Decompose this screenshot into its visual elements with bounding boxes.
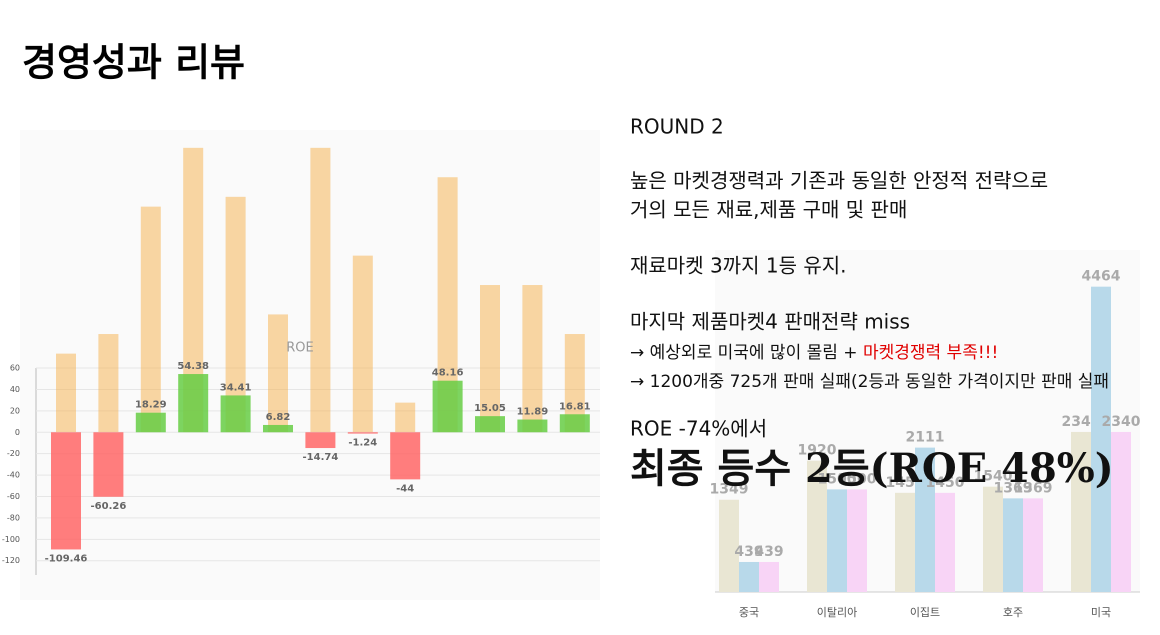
bar [1003, 498, 1023, 592]
background-bar [437, 177, 458, 433]
bar [895, 492, 915, 592]
text-line: → 예상외로 미국에 많이 몰림 + 마켓경쟁력 부족!!! [630, 343, 998, 363]
bar [759, 561, 779, 592]
value-label: 34.41 [220, 382, 252, 393]
value-label: 11.89 [517, 407, 549, 418]
value-label: 2340 [1062, 414, 1101, 430]
value-label: -60.26 [91, 501, 127, 512]
value-label: 439 [754, 544, 783, 560]
background-bar [395, 402, 416, 433]
x-tick-label: 중국 [739, 606, 759, 619]
value-label: 1450 [926, 475, 965, 491]
value-label: 2340 [1102, 414, 1141, 430]
value-label: 1450 [886, 475, 925, 491]
roe-bar [517, 419, 548, 433]
y-tick-label: 40 [10, 385, 20, 394]
bar [1091, 286, 1111, 592]
y-tick-label: 60 [10, 364, 20, 373]
text-line: 거의 모든 재료,제품 구매 및 판매 [630, 198, 907, 222]
text-line: 높은 마켓경쟁력과 기존과 동일한 안정적 전략으로 [630, 169, 1048, 193]
value-label: -14.74 [303, 452, 339, 463]
roe-bar [178, 374, 209, 433]
text-line: ROE -74%에서 [630, 417, 767, 441]
value-label: 1540 [974, 469, 1013, 485]
y-tick-label: 0 [15, 428, 20, 437]
background-bar [140, 206, 161, 433]
value-label: 1349 [710, 482, 749, 498]
y-tick-label: 20 [10, 406, 20, 415]
bar [983, 486, 1003, 592]
value-label: 439 [734, 544, 763, 560]
text-line: 재료마켓 3까지 1등 유지. [630, 254, 846, 278]
background-bar [352, 255, 373, 433]
background-bar [225, 196, 246, 433]
final-rank: 최종 등수 2등(ROE 48%) [630, 445, 1114, 492]
background-bar [183, 147, 204, 433]
y-tick-label: -20 [7, 449, 20, 458]
value-label: 1500 [818, 471, 857, 487]
roe-bar [432, 380, 463, 433]
roe-bar [559, 414, 590, 433]
x-tick-label: 미국 [1091, 606, 1111, 619]
bar [847, 489, 867, 592]
value-label: 15.05 [474, 403, 506, 414]
bar [827, 489, 847, 592]
roe-bar [263, 424, 293, 433]
slide-title: 경영성과 리뷰 [22, 40, 245, 85]
value-label: 18.29 [135, 400, 167, 411]
background-bar [480, 285, 500, 433]
roe-bar [51, 432, 81, 550]
value-label: 1500 [838, 471, 877, 487]
y-tick-label: -100 [2, 535, 20, 544]
roe-bar [305, 432, 336, 449]
background-bar [564, 334, 585, 433]
background-bar [310, 147, 331, 433]
y-tick-label: -80 [7, 513, 20, 522]
text-part: → 예상외로 미국에 많이 몰림 + [630, 343, 863, 363]
roe-bar [347, 432, 378, 434]
value-label: -109.46 [45, 553, 88, 564]
roe-bar [93, 432, 124, 497]
value-label: 1920 [798, 443, 837, 459]
roe-bar [390, 432, 421, 480]
x-tick-label: 호주 [1003, 606, 1023, 619]
y-tick-label: -120 [2, 556, 20, 565]
round: ROUND 2 [630, 115, 724, 139]
value-label: -1.24 [348, 438, 377, 449]
background-bar [98, 334, 119, 433]
value-label: 54.38 [177, 361, 209, 372]
bar [739, 561, 759, 592]
bar [1071, 431, 1091, 592]
text-line: → 1200개중 725개 판매 실패(2등과 동일한 가격이지만 판매 실패 [630, 372, 1109, 392]
bar [915, 447, 935, 592]
x-tick-label: 이탈리아 [817, 606, 857, 619]
background-bar [268, 314, 288, 433]
value-label: 2111 [906, 430, 945, 446]
background-bar [522, 285, 543, 433]
value-label: 1369 [1014, 480, 1053, 496]
y-tick-label: -60 [7, 492, 20, 501]
roe-bar [220, 395, 251, 433]
chart-annotation: ROE [286, 341, 313, 356]
bar [1111, 431, 1131, 592]
y-tick-label: -40 [7, 471, 20, 480]
text-highlight: 마켓경쟁력 부족!!! [863, 343, 998, 363]
background-bar [56, 353, 76, 433]
bar [935, 492, 955, 592]
bar [807, 460, 827, 592]
charts: 60 40 20 0 -20 -40 -60 -80 -100 -120 -109.46 -60.26… [2, 130, 1141, 619]
value-label: -44 [396, 483, 414, 494]
roe-bar [135, 412, 166, 433]
text-line: 마지막 제품마켓4 판매전략 miss [630, 310, 910, 334]
value-label: 48.16 [432, 368, 464, 379]
value-label: 16.81 [559, 401, 591, 412]
x-tick-label: 이집트 [910, 606, 940, 619]
roe-bar [475, 416, 505, 433]
value-label: 1369 [994, 480, 1033, 496]
bar [1023, 498, 1043, 592]
value-label: 4464 [1082, 269, 1121, 285]
bar [719, 499, 739, 592]
value-label: 6.82 [266, 412, 291, 423]
